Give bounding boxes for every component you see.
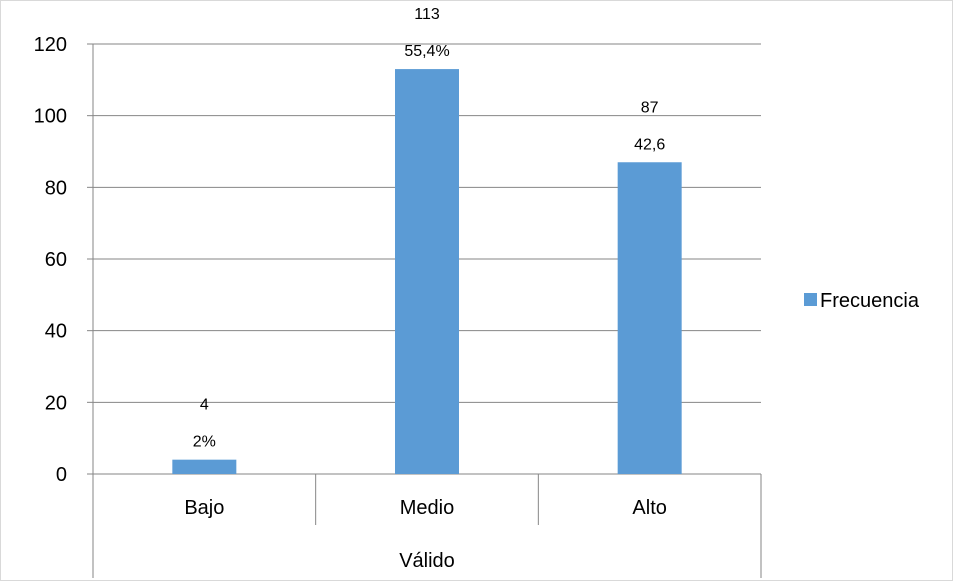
bar-alto — [617, 162, 682, 474]
y-axis-tick-labels: 0 20 40 60 80 100 120 — [34, 34, 67, 486]
data-label-count: 87 — [641, 99, 659, 116]
y-tick-label: 120 — [34, 34, 67, 56]
data-labels: 4 2% 113 55,4% 87 42,6 — [193, 6, 666, 451]
data-label-percent: 55,4% — [404, 43, 449, 60]
data-label-percent: 42,6 — [634, 136, 665, 153]
y-tick-label: 40 — [45, 321, 67, 343]
group-label: Válido — [399, 550, 455, 572]
y-tick-label: 80 — [45, 177, 67, 199]
legend-swatch — [804, 293, 817, 306]
bar-medio — [395, 69, 459, 474]
data-label-count: 113 — [414, 6, 440, 23]
x-axis-category-labels: Bajo Medio Alto Válido — [184, 497, 667, 572]
bar-bajo — [172, 459, 237, 474]
y-tick-label: 60 — [45, 249, 67, 271]
category-label: Alto — [632, 497, 666, 519]
category-label: Medio — [400, 497, 454, 519]
category-label: Bajo — [184, 497, 224, 519]
data-label-percent: 2% — [193, 434, 216, 451]
legend-label: Frecuencia — [820, 290, 920, 312]
y-tick-label: 20 — [45, 392, 67, 414]
legend: Frecuencia — [804, 290, 920, 312]
y-tick-label: 0 — [56, 464, 67, 486]
data-label-count: 4 — [200, 397, 209, 414]
bars — [172, 69, 682, 474]
y-tick-label: 100 — [34, 106, 67, 128]
